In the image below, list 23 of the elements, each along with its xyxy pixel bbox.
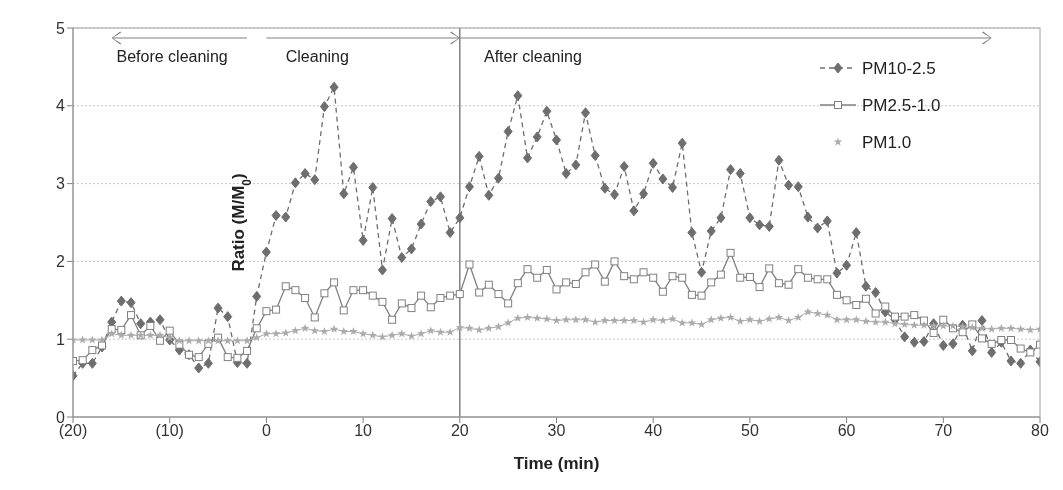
y-tick-label: 3 bbox=[56, 175, 66, 193]
legend-label: PM2.5-1.0 bbox=[862, 96, 941, 115]
x-tick-label: 80 bbox=[1031, 422, 1049, 440]
x-tick-label: 10 bbox=[354, 422, 373, 440]
x-axis-title: Time (min) bbox=[513, 454, 600, 473]
x-tick-label: 60 bbox=[837, 422, 856, 440]
annotation: Cleaning bbox=[285, 48, 349, 65]
annotation: Before cleaning bbox=[116, 48, 228, 65]
y-tick-label: 1 bbox=[56, 330, 66, 348]
x-tick-label: 30 bbox=[547, 422, 566, 440]
x-tick-label: 40 bbox=[644, 422, 663, 440]
legend-label: PM10-2.5 bbox=[862, 59, 936, 78]
y-tick-label: 4 bbox=[56, 97, 66, 115]
x-tick-label: 0 bbox=[261, 422, 271, 440]
x-tick-label: 50 bbox=[741, 422, 759, 440]
y-tick-label: 5 bbox=[56, 19, 66, 37]
x-tick-label: (20) bbox=[58, 422, 88, 440]
x-tick-label: 20 bbox=[450, 422, 469, 440]
x-tick-label: 70 bbox=[934, 422, 953, 440]
x-tick-label: (10) bbox=[155, 422, 184, 440]
legend-label: PM1.0 bbox=[862, 133, 912, 152]
y-tick-label: 2 bbox=[56, 253, 66, 271]
annotation: After cleaning bbox=[483, 48, 582, 65]
